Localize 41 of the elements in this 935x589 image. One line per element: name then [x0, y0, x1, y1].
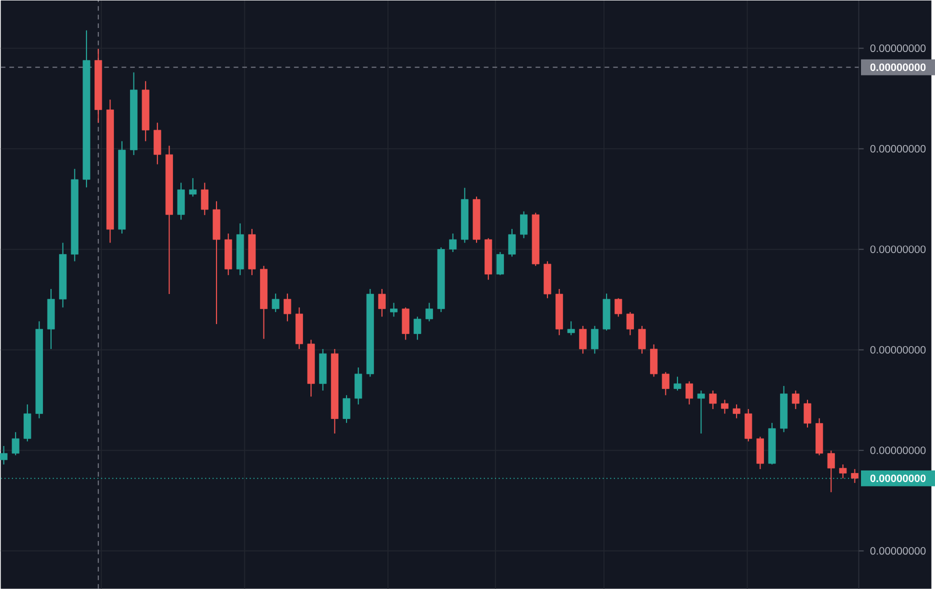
- candlestick: [508, 228, 516, 258]
- text: 0.00000000: [870, 63, 926, 71]
- candlestick: [626, 311, 634, 336]
- text: 0.00000000: [870, 245, 926, 253]
- candlestick: [839, 464, 847, 479]
- candlestick: [638, 325, 646, 354]
- candlestick: [674, 376, 682, 391]
- candlestick: [720, 399, 728, 414]
- candlestick: [284, 292, 292, 322]
- candlestick: [579, 325, 587, 354]
- candlestick: [426, 302, 433, 322]
- candlestick: [792, 390, 800, 410]
- text: 0.00000000: [870, 446, 926, 454]
- text: 0.00000000: [870, 144, 926, 152]
- candlestick: [827, 450, 835, 493]
- text: 0.00000000: [870, 547, 926, 555]
- candlestick: [189, 177, 197, 198]
- candlestick: [272, 292, 280, 312]
- candlestick: [590, 325, 598, 354]
- text: 0.00000000: [870, 474, 926, 482]
- candlestick: [520, 210, 528, 239]
- candlestick: [390, 302, 398, 318]
- candlestick: [732, 404, 740, 419]
- candlestick: [414, 316, 422, 340]
- candlestick: [378, 288, 386, 318]
- candlestick: [614, 298, 622, 318]
- candlestick: [496, 251, 504, 276]
- candlestick: [686, 380, 694, 405]
- candlestick: [0, 445, 8, 465]
- text: 0.00000000: [870, 44, 926, 52]
- candlestick: [12, 431, 20, 456]
- candlestick: [449, 232, 457, 252]
- candlestick: [662, 371, 670, 396]
- candlestick: [200, 182, 208, 216]
- text: 0.00000000: [870, 346, 926, 354]
- candlestick: [567, 320, 575, 336]
- candlestick: [342, 394, 350, 424]
- candlestick: [851, 468, 858, 484]
- candlestick: [804, 399, 812, 428]
- candlestick: [709, 390, 717, 410]
- candlestick: [697, 390, 705, 434]
